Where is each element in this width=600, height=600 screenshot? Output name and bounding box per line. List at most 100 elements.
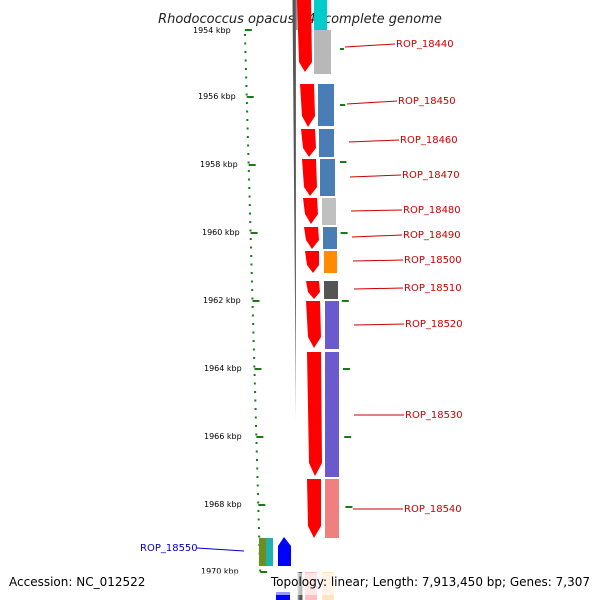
ruler-dot: [251, 306, 254, 308]
gene-label[interactable]: ROP_18520: [405, 319, 463, 330]
gene-arrow-rop-18470[interactable]: [302, 159, 317, 196]
ruler-dot: [245, 102, 248, 104]
position-ruler: [243, 29, 353, 573]
gene-category-bar-rop-18440[interactable]: [314, 30, 331, 74]
ruler-dot: [251, 297, 254, 300]
ruler-dot: [247, 170, 250, 172]
ruler-dot: [248, 187, 251, 189]
kbp-label: 1960 kbp: [202, 228, 240, 237]
ruler-dot: [250, 272, 253, 274]
ruler-dot: [246, 119, 249, 121]
ruler-dot: [256, 476, 259, 478]
ruler-dot: [257, 527, 260, 529]
gene-category-bar-rop-18520[interactable]: [325, 301, 339, 349]
gene-label[interactable]: ROP_18510: [404, 283, 462, 294]
gene-category-bar-rop-18450[interactable]: [318, 84, 334, 126]
strand-tick: [337, 48, 344, 50]
gene-label[interactable]: ROP_18550: [140, 543, 198, 554]
gene-category-bar-rop-18470[interactable]: [320, 159, 335, 196]
gene-category-bar-rop-18540[interactable]: [325, 479, 339, 538]
ruler-dot: [256, 484, 259, 487]
kbp-label: 1964 kbp: [204, 364, 242, 373]
ruler-dot: [252, 331, 255, 334]
strand-tick: [341, 300, 349, 302]
ruler-dot: [259, 569, 262, 572]
gene-label[interactable]: ROP_18470: [402, 170, 460, 181]
gene-label[interactable]: ROP_18500: [404, 255, 462, 266]
ruler-dot: [255, 450, 258, 453]
gene-arrow-rop-18460[interactable]: [301, 129, 316, 157]
gene-category-bar-top: [314, 0, 327, 30]
gene-label[interactable]: ROP_18460: [400, 135, 458, 146]
ruler-dot: [255, 425, 258, 427]
kbp-labels: 1954 kbp 1956 kbp 1958 kbp 1960 kbp 1962…: [193, 26, 242, 576]
ruler-dot: [248, 178, 251, 181]
ruler-dot: [244, 59, 247, 62]
ruler-major-tick: [254, 368, 262, 370]
gene-arrow-rop-18550[interactable]: [278, 537, 291, 566]
gene-category-bar-rop-18550-b: [266, 538, 273, 566]
ruler-dot: [246, 110, 249, 113]
ruler-dot: [256, 493, 259, 495]
ruler-major-tick: [246, 96, 254, 98]
ruler-dot: [253, 365, 256, 368]
ruler-dot: [244, 68, 247, 70]
gene-arrow-rop-18510[interactable]: [306, 281, 320, 299]
gene-arrow-rop-18440[interactable]: [297, 0, 312, 72]
ruler-major-tick: [252, 300, 260, 302]
strand-tick: [338, 104, 346, 106]
gene-label[interactable]: ROP_18540: [404, 504, 462, 515]
accession-text: Accession: NC_012522: [9, 575, 145, 589]
ruler-dot: [250, 255, 253, 257]
gene-label[interactable]: ROP_18450: [398, 96, 456, 107]
gene-arrow-rop-18530[interactable]: [307, 352, 322, 476]
gene-category-bar-rop-18490[interactable]: [323, 227, 337, 249]
footer-background: [0, 573, 600, 595]
ruler-dot: [249, 246, 252, 249]
genome-summary-text: Topology: linear; Length: 7,913,450 bp; …: [270, 575, 590, 589]
kbp-label: 1958 kbp: [200, 160, 238, 169]
gene-arrow-rop-18450[interactable]: [300, 84, 315, 127]
gene-category-bar-rop-18500[interactable]: [324, 251, 337, 273]
gene-label[interactable]: ROP_18530: [405, 410, 463, 421]
ruler-dot: [246, 136, 249, 138]
ruler-dot: [254, 391, 257, 393]
ruler-major-tick: [248, 164, 256, 166]
kbp-label: 1970 kbp: [201, 567, 239, 576]
gene-label[interactable]: ROP_18440: [396, 39, 454, 50]
ruler-dot: [249, 221, 252, 223]
gene-category-bar-rop-18510[interactable]: [324, 281, 338, 299]
gene-arrow-rop-18500[interactable]: [305, 251, 319, 273]
ruler-dot: [257, 518, 260, 521]
kbp-label: 1962 kbp: [203, 296, 241, 305]
ruler-major-tick: [244, 29, 252, 31]
gene-arrow-rop-18490[interactable]: [304, 227, 319, 249]
gene-arrow-bottom: [276, 592, 290, 600]
ruler-dot: [258, 535, 261, 538]
gene-features: [259, 0, 339, 600]
strand-tick: [339, 161, 347, 163]
ruler-dot: [248, 204, 251, 206]
gene-arrow-rop-18480[interactable]: [303, 198, 318, 224]
gene-arrow-rop-18520[interactable]: [306, 301, 321, 348]
ruler-dot: [249, 212, 252, 215]
ruler-dot: [255, 442, 258, 444]
gene-category-bar-rop-18460[interactable]: [319, 129, 334, 157]
gene-label[interactable]: ROP_18480: [403, 205, 461, 216]
ruler-dot: [252, 323, 255, 325]
gene-category-bar-rop-18550-a: [259, 538, 266, 566]
ruler-dot: [247, 144, 250, 147]
ruler-dot: [243, 34, 246, 36]
ruler-dot: [245, 76, 248, 79]
gene-category-bar-rop-18480[interactable]: [322, 198, 336, 225]
gene-arrow-rop-18540[interactable]: [307, 479, 321, 538]
ruler-dot: [249, 238, 252, 240]
ruler-dot: [250, 263, 253, 266]
gene-category-bar-rop-18530[interactable]: [325, 352, 339, 477]
ruler-dot: [252, 340, 255, 342]
ruler-dot: [253, 374, 256, 376]
ruler-dot: [255, 433, 258, 436]
strand-tick: [344, 436, 352, 438]
gene-label[interactable]: ROP_18490: [403, 230, 461, 241]
strand-tick: [340, 232, 348, 234]
